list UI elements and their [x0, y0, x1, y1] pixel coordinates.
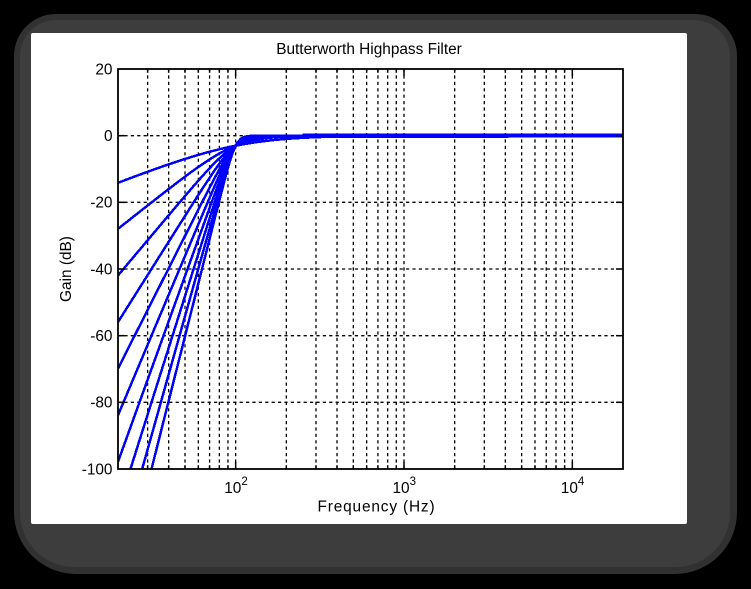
- svg-text:104: 104: [561, 476, 585, 497]
- svg-text:Butterworth Highpass Filter: Butterworth Highpass Filter: [276, 41, 462, 58]
- svg-text:-20: -20: [90, 195, 112, 212]
- svg-text:103: 103: [393, 476, 417, 497]
- svg-text:102: 102: [224, 476, 248, 497]
- svg-text:Gain (dB): Gain (dB): [58, 236, 75, 302]
- svg-text:0: 0: [104, 128, 113, 145]
- svg-text:-100: -100: [82, 461, 113, 478]
- svg-text:-60: -60: [90, 328, 112, 345]
- svg-text:-40: -40: [90, 261, 112, 278]
- svg-text:-80: -80: [90, 395, 112, 412]
- svg-text:Frequency (Hz): Frequency (Hz): [318, 499, 436, 516]
- svg-text:20: 20: [95, 61, 112, 78]
